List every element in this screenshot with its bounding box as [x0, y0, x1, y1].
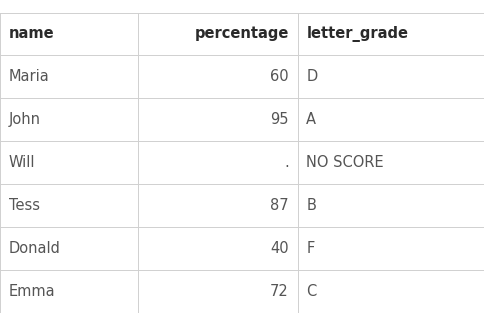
Text: D: D [306, 69, 318, 85]
Text: Emma: Emma [9, 284, 55, 299]
Text: Will: Will [9, 155, 35, 170]
Text: percentage: percentage [195, 27, 289, 42]
Text: 60: 60 [271, 69, 289, 85]
Text: NO SCORE: NO SCORE [306, 155, 384, 170]
Text: Maria: Maria [9, 69, 49, 85]
Text: 40: 40 [271, 241, 289, 256]
Text: 95: 95 [271, 112, 289, 127]
Text: 87: 87 [271, 198, 289, 213]
Text: F: F [306, 241, 315, 256]
Text: .: . [284, 155, 289, 170]
Text: Tess: Tess [9, 198, 40, 213]
Text: John: John [9, 112, 41, 127]
Text: letter_grade: letter_grade [306, 26, 408, 42]
Text: 72: 72 [270, 284, 289, 299]
Text: C: C [306, 284, 317, 299]
Text: name: name [9, 27, 54, 42]
Text: Donald: Donald [9, 241, 60, 256]
Text: B: B [306, 198, 316, 213]
Text: A: A [306, 112, 317, 127]
